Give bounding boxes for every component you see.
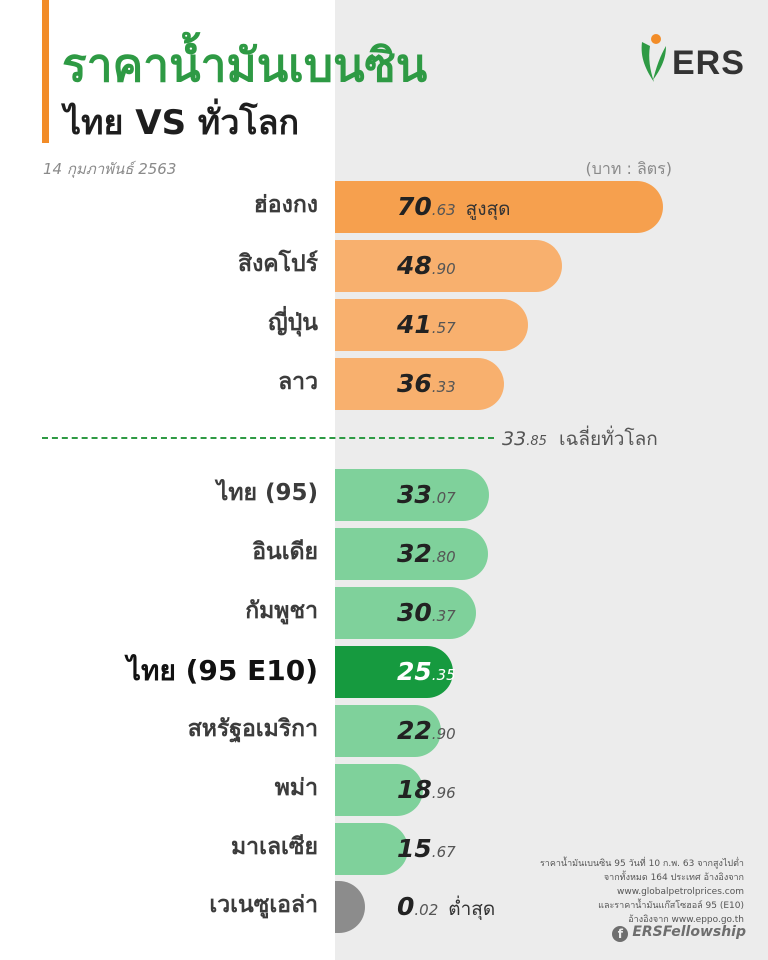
- price-value: 41.57: [397, 312, 456, 337]
- price-bar: [335, 299, 529, 351]
- price-bar: [335, 587, 477, 639]
- price-value: 32.80: [397, 541, 456, 566]
- ers-logo: ERS: [636, 32, 746, 88]
- facebook-handle: ERSFellowship: [632, 924, 746, 940]
- title-line-1: ราคาน้ำมันเบนซิน: [62, 38, 428, 92]
- price-int: 36: [397, 369, 432, 398]
- left-panel: [0, 0, 335, 960]
- price-value: 25.35: [397, 659, 456, 684]
- price-dec: .57: [431, 319, 456, 337]
- leaf-logo-icon: [641, 34, 666, 82]
- average-text: เฉลี่ยทั่วโลก: [558, 428, 658, 450]
- price-dec: .90: [431, 725, 456, 743]
- country-label: สิงคโปร์: [238, 251, 318, 277]
- price-bar: [335, 823, 408, 875]
- country-label: ไทย (95): [216, 480, 318, 506]
- country-label: พม่า: [274, 775, 318, 801]
- price-dec: .96: [431, 784, 456, 802]
- price-dec: .90: [431, 260, 456, 278]
- price-bar: [335, 469, 489, 521]
- price-value: 0.02 ต่ำสุด: [397, 894, 495, 919]
- country-label: สหรัฐอเมริกา: [187, 716, 318, 742]
- price-value: 70.63 สูงสุด: [397, 194, 510, 219]
- price-dec: .07: [431, 489, 456, 507]
- price-bar: [335, 181, 664, 233]
- price-value: 33.07: [397, 482, 456, 507]
- price-bar: [335, 358, 504, 410]
- facebook-credit: f ERSFellowship: [612, 924, 746, 942]
- price-bar: [335, 705, 442, 757]
- price-int: 70: [397, 192, 432, 221]
- country-label: ไทย (95 E10): [126, 654, 318, 687]
- price-value: 22.90: [397, 718, 456, 743]
- source-line: อ้างอิงจาก www.eppo.go.th: [628, 915, 744, 925]
- price-bar: [335, 240, 563, 292]
- price-int: 0: [397, 892, 415, 921]
- price-value: 15.67: [397, 836, 456, 861]
- price-int: 22: [397, 716, 432, 745]
- price-dec: .37: [431, 607, 456, 625]
- country-label: ญี่ปุ่น: [268, 310, 318, 336]
- price-value: 36.33: [397, 371, 456, 396]
- price-bar: [335, 646, 453, 698]
- price-int: 41: [397, 310, 432, 339]
- price-bar: [335, 528, 488, 580]
- country-label: เวเนซูเอล่า: [209, 892, 318, 918]
- price-int: 15: [397, 834, 432, 863]
- price-int: 33: [397, 480, 432, 509]
- average-line: [42, 437, 494, 439]
- country-label: ฮ่องกง: [253, 192, 318, 218]
- source-line: www.globalpetrolprices.com: [616, 887, 744, 897]
- price-int: 32: [397, 539, 432, 568]
- country-label: ลาว: [278, 369, 318, 395]
- price-value: 48.90: [397, 253, 456, 278]
- accent-bar: [42, 0, 49, 143]
- logo-text: ERS: [672, 44, 745, 82]
- source-line: และราคาน้ำมันแก๊สโซฮอล์ 95 (E10): [598, 901, 744, 911]
- price-note: สูงสุด: [465, 198, 511, 220]
- unit-label: (บาท : ลิตร): [585, 159, 672, 178]
- country-label: อินเดีย: [252, 539, 318, 565]
- price-int: 48: [397, 251, 432, 280]
- price-dec: .33: [431, 378, 456, 396]
- price-int: 30: [397, 598, 432, 627]
- price-note: ต่ำสุด: [448, 898, 496, 920]
- price-dec: .35: [431, 666, 456, 684]
- source-line: จากทั้งหมด 164 ประเทศ อ้างอิงจาก: [603, 873, 744, 883]
- source-note: ราคาน้ำมันเบนซิน 95 วันที่ 10 ก.พ. 63 จา…: [540, 857, 744, 927]
- average-int: 33: [502, 428, 527, 450]
- price-dec: .80: [431, 548, 456, 566]
- price-value: 18.96: [397, 777, 456, 802]
- price-value: 30.37: [397, 600, 456, 625]
- price-int: 25: [397, 657, 432, 686]
- price-bar: [335, 881, 365, 933]
- country-label: มาเลเซีย: [231, 834, 318, 860]
- price-dec: .02: [414, 901, 439, 919]
- title-line-2: ไทย VS ทั่วโลก: [64, 103, 300, 143]
- average-dec: .85: [526, 434, 547, 449]
- date-label: 14 กุมภาพันธ์ 2563: [43, 160, 177, 178]
- price-dec: .67: [431, 843, 456, 861]
- price-bar: [335, 764, 424, 816]
- country-label: กัมพูชา: [245, 598, 318, 624]
- price-dec: .63: [431, 201, 456, 219]
- price-int: 18: [397, 775, 432, 804]
- average-label: 33.85 เฉลี่ยทั่วโลก: [502, 424, 658, 454]
- facebook-icon: f: [612, 926, 629, 942]
- source-line: ราคาน้ำมันเบนซิน 95 วันที่ 10 ก.พ. 63 จา…: [539, 859, 744, 869]
